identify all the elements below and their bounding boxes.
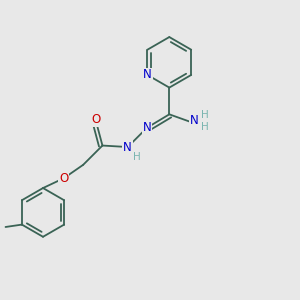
Text: O: O [92,113,101,126]
Text: O: O [59,172,68,185]
Text: N: N [123,140,132,154]
Text: N: N [143,121,152,134]
Text: H: H [200,122,208,132]
Text: N: N [143,68,152,82]
Text: H: H [133,152,140,162]
Text: H: H [200,110,208,120]
Text: N: N [190,114,198,128]
